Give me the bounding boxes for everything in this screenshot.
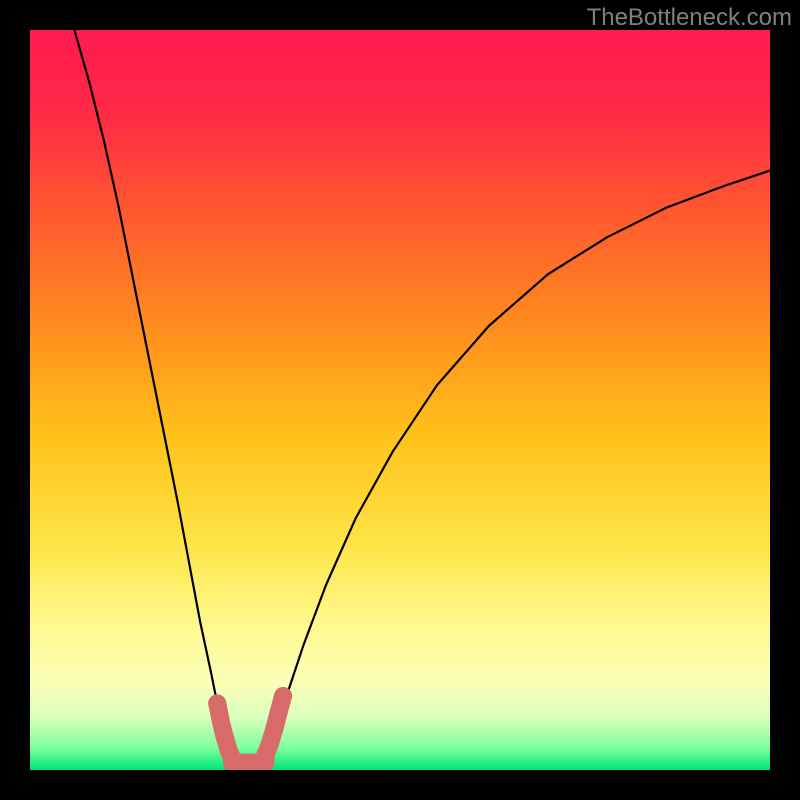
marker-dot-right-3 xyxy=(270,703,288,721)
watermark-text: TheBottleneck.com xyxy=(587,4,792,32)
marker-dot-right-4 xyxy=(274,687,292,705)
chart-container: TheBottleneck.com xyxy=(0,0,800,800)
plot-area xyxy=(30,30,770,770)
chart-svg xyxy=(30,30,770,770)
marker-dot-left-4 xyxy=(223,749,241,767)
marker-dot-left-0 xyxy=(208,694,226,712)
marker-dot-right-2 xyxy=(265,720,283,738)
gradient-background xyxy=(30,30,770,770)
